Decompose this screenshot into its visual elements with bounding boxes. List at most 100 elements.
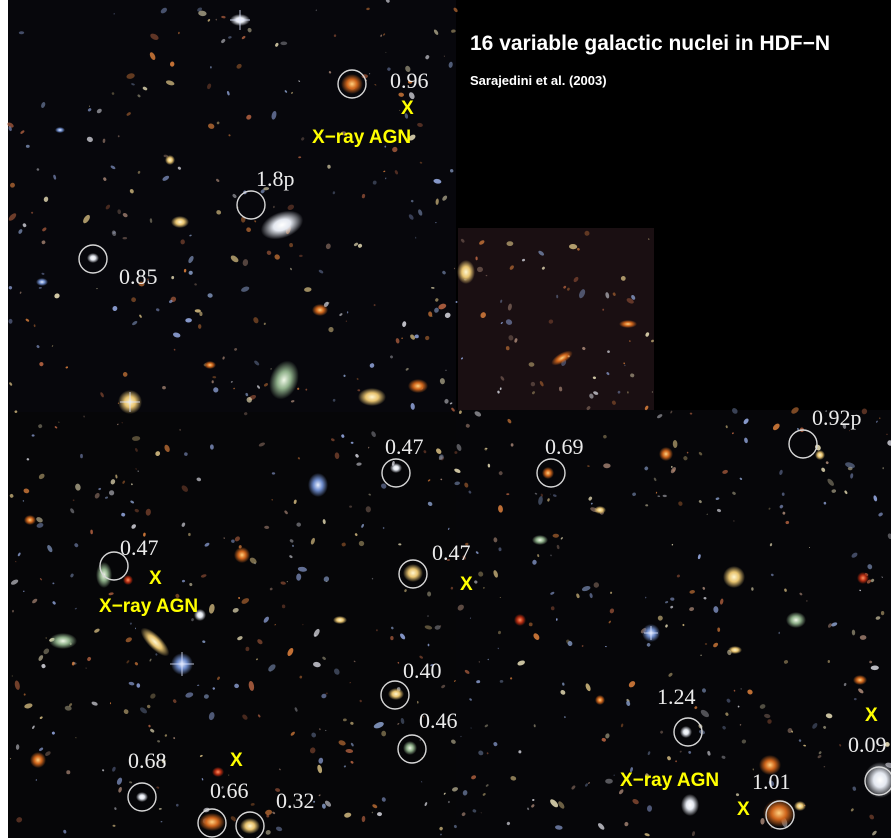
- faint-galaxy: [478, 661, 480, 663]
- faint-galaxy: [478, 571, 484, 577]
- faint-galaxy: [156, 786, 160, 789]
- faint-galaxy: [102, 769, 105, 772]
- faint-galaxy: [528, 622, 533, 627]
- faint-galaxy: [246, 227, 251, 233]
- faint-galaxy: [760, 818, 765, 825]
- faint-galaxy: [843, 682, 847, 687]
- faint-galaxy: [462, 790, 468, 796]
- faint-galaxy: [770, 573, 774, 577]
- faint-galaxy: [189, 234, 192, 237]
- faint-galaxy: [212, 687, 216, 690]
- faint-galaxy: [670, 605, 674, 609]
- faint-galaxy: [297, 566, 307, 572]
- faint-galaxy: [425, 55, 430, 60]
- faint-galaxy: [845, 462, 855, 469]
- faint-galaxy: [644, 833, 650, 837]
- faint-galaxy: [606, 372, 610, 376]
- faint-galaxy: [644, 466, 649, 471]
- faint-galaxy: [275, 788, 281, 792]
- faint-galaxy: [560, 537, 563, 540]
- faint-galaxy: [324, 800, 332, 807]
- faint-galaxy: [90, 529, 93, 535]
- faint-galaxy: [71, 661, 75, 666]
- faint-galaxy: [455, 301, 458, 303]
- faint-galaxy: [384, 177, 387, 180]
- faint-galaxy: [772, 423, 780, 431]
- faint-galaxy: [325, 729, 327, 732]
- faint-galaxy: [169, 299, 173, 304]
- faint-galaxy: [480, 312, 486, 319]
- redshift-label: 0.96: [390, 68, 429, 93]
- faint-galaxy: [450, 169, 454, 173]
- faint-galaxy: [759, 704, 766, 709]
- xray-mark: X: [401, 98, 414, 119]
- faint-galaxy: [726, 698, 731, 703]
- faint-galaxy: [451, 407, 455, 412]
- faint-galaxy: [284, 510, 288, 515]
- faint-galaxy: [334, 668, 340, 675]
- faint-galaxy: [607, 350, 610, 354]
- faint-galaxy: [692, 831, 695, 837]
- faint-galaxy: [280, 41, 288, 46]
- faint-galaxy: [147, 278, 149, 281]
- faint-galaxy: [310, 537, 315, 545]
- faint-galaxy: [75, 483, 81, 491]
- faint-galaxy: [150, 728, 155, 733]
- faint-galaxy: [131, 297, 136, 303]
- faint-galaxy: [603, 434, 607, 439]
- marker-ring-9: [380, 680, 410, 710]
- faint-galaxy: [454, 680, 456, 682]
- faint-galaxy: [286, 581, 288, 583]
- faint-galaxy: [858, 688, 864, 694]
- faint-galaxy: [823, 501, 827, 505]
- marker-ring-6: [788, 429, 818, 459]
- faint-galaxy: [199, 754, 203, 757]
- faint-galaxy: [238, 597, 241, 599]
- faint-galaxy: [442, 270, 446, 275]
- faint-galaxy: [751, 587, 754, 591]
- faint-galaxy: [706, 513, 708, 515]
- faint-galaxy: [257, 714, 261, 718]
- faint-galaxy: [122, 236, 128, 240]
- faint-galaxy: [249, 557, 257, 564]
- faint-galaxy: [236, 63, 242, 69]
- faint-galaxy: [704, 643, 708, 645]
- faint-galaxy: [274, 623, 276, 626]
- faint-galaxy: [315, 9, 317, 12]
- faint-galaxy: [197, 7, 203, 12]
- faint-galaxy: [601, 737, 606, 742]
- xray-mark: X: [865, 705, 878, 726]
- faint-galaxy: [454, 468, 461, 473]
- faint-galaxy: [701, 688, 707, 693]
- faint-galaxy: [245, 392, 249, 397]
- faint-galaxy: [713, 606, 719, 613]
- faint-galaxy: [350, 760, 354, 764]
- faint-galaxy: [716, 508, 722, 513]
- faint-galaxy: [548, 319, 554, 324]
- faint-galaxy: [292, 544, 294, 547]
- faint-galaxy: [769, 543, 773, 547]
- faint-galaxy: [328, 71, 332, 74]
- faint-galaxy: [183, 268, 187, 273]
- faint-galaxy: [547, 498, 550, 502]
- faint-galaxy: [248, 680, 255, 691]
- redshift-label: 0.47: [432, 540, 471, 565]
- faint-galaxy: [131, 83, 135, 86]
- faint-galaxy: [10, 182, 15, 188]
- faint-galaxy: [162, 175, 170, 181]
- marker-ring-1: [337, 69, 367, 99]
- faint-galaxy: [498, 505, 503, 513]
- faint-galaxy: [859, 589, 862, 592]
- faint-galaxy: [410, 334, 416, 340]
- faint-galaxy: [297, 387, 300, 390]
- faint-galaxy: [369, 73, 371, 75]
- faint-galaxy: [444, 398, 449, 404]
- faint-galaxy: [499, 387, 502, 390]
- faint-galaxy: [188, 270, 193, 275]
- faint-galaxy: [791, 730, 794, 733]
- faint-galaxy: [624, 821, 629, 827]
- faint-galaxy: [280, 581, 286, 585]
- faint-galaxy: [538, 250, 545, 256]
- faint-galaxy: [264, 525, 270, 530]
- faint-galaxy: [26, 458, 30, 461]
